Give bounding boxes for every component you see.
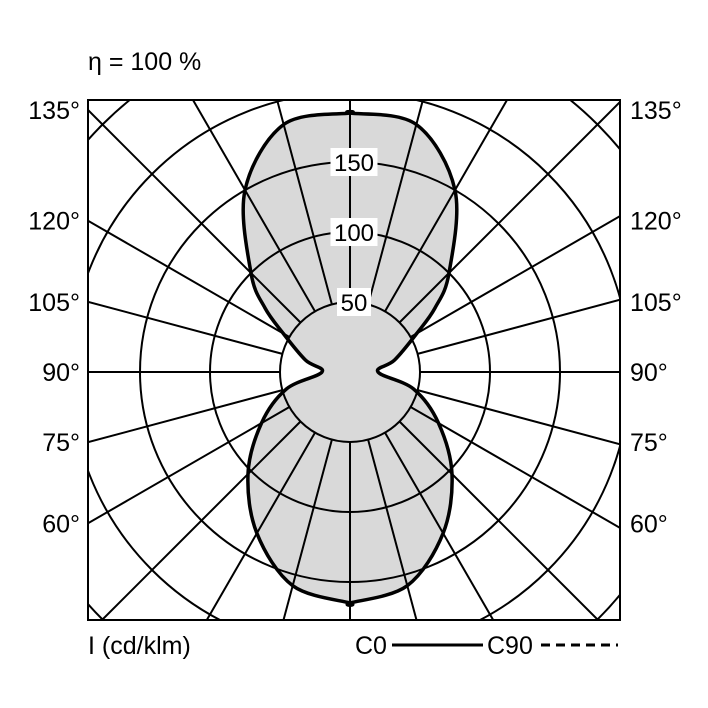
legend-c0-label: C0 xyxy=(355,632,387,660)
curve-fill-C0 xyxy=(243,111,457,606)
plot-frame xyxy=(87,99,621,621)
angle-label-left-75: 75° xyxy=(42,429,80,457)
chart-title: η = 100 % xyxy=(88,48,201,76)
radial-line-195 xyxy=(276,100,333,305)
legend-c90-label: C90 xyxy=(487,632,533,660)
ring-label-100: 100 xyxy=(334,220,374,247)
angle-label-right-120: 120° xyxy=(630,208,682,236)
radial-line-75 xyxy=(417,389,620,446)
angle-label-right-135: 135° xyxy=(630,97,682,125)
curve-C0 xyxy=(241,109,459,607)
radial-line-120 xyxy=(410,215,620,338)
angle-label-right-60: 60° xyxy=(630,510,668,538)
angle-label-left-120: 120° xyxy=(28,208,80,236)
angle-labels: 135° 135° 120° 120° 105° 105° 90° 90° 75° 75° 60° 6… xyxy=(28,97,681,538)
intensity-curves xyxy=(241,109,459,607)
radial-line-315 xyxy=(101,420,302,620)
radial-line-210 xyxy=(192,100,316,312)
angle-label-left-135: 135° xyxy=(28,97,80,125)
radial-line-330 xyxy=(205,432,316,620)
radial-line-300 xyxy=(88,406,290,525)
angle-label-left-105: 105° xyxy=(28,289,80,317)
radial-line-150 xyxy=(384,100,508,312)
radial-line-60 xyxy=(410,406,620,529)
ring-label-bg xyxy=(330,218,378,246)
angle-label-left-60: 60° xyxy=(42,510,80,538)
ring-label-bg xyxy=(337,288,371,316)
angle-label-right-90: 90° xyxy=(630,359,668,387)
ring-label-150: 150 xyxy=(334,150,374,177)
angle-label-right-75: 75° xyxy=(630,429,668,457)
angle-label-right-105: 105° xyxy=(630,289,682,317)
ring-labels: 50 100 150 xyxy=(330,148,378,317)
angle-label-left-90: 90° xyxy=(42,359,80,387)
radial-line-15 xyxy=(367,439,418,620)
radial-line-165 xyxy=(367,100,424,305)
radial-line-135 xyxy=(398,101,620,324)
radial-line-240 xyxy=(88,219,290,338)
radial-line-255 xyxy=(88,300,283,355)
ring-label-bg xyxy=(330,148,378,176)
ring-label-50: 50 xyxy=(341,290,368,317)
unit-label: I (cd/klm) xyxy=(88,632,191,660)
radial-line-285 xyxy=(88,389,283,444)
radial-line-45 xyxy=(398,420,599,620)
radial-line-105 xyxy=(417,298,620,355)
radial-line-345 xyxy=(282,439,333,620)
radial-line-30 xyxy=(384,432,495,620)
radial-line-225 xyxy=(88,109,302,324)
